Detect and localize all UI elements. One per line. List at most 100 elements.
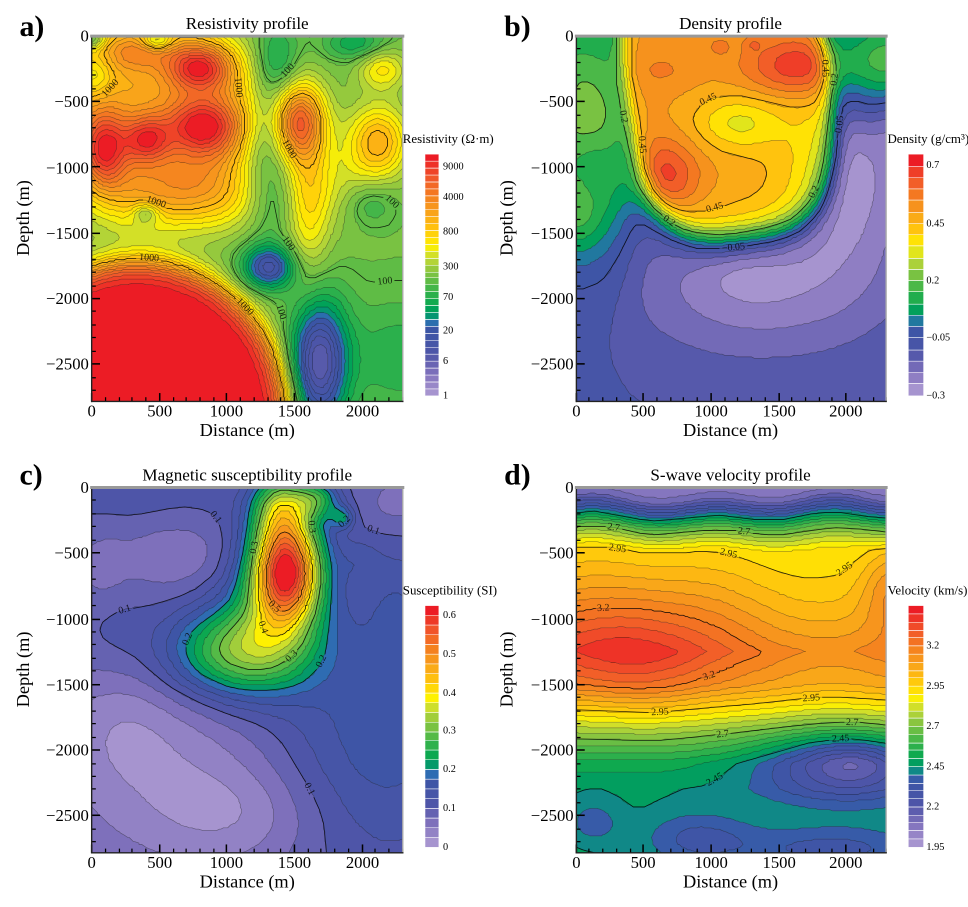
svg-text:1000: 1000 [694, 402, 727, 421]
svg-text:Resistivity (Ω·m): Resistivity (Ω·m) [403, 131, 494, 146]
svg-text:−1000: −1000 [531, 610, 574, 629]
svg-text:−2000: −2000 [531, 289, 574, 308]
svg-text:−0.05: −0.05 [721, 241, 745, 254]
svg-text:0.2: 0.2 [807, 184, 822, 200]
svg-text:−500: −500 [54, 543, 88, 562]
svg-text:0.3: 0.3 [305, 520, 317, 534]
svg-text:0.1: 0.1 [443, 803, 456, 814]
svg-text:0: 0 [572, 402, 580, 421]
svg-text:−500: −500 [539, 543, 573, 562]
svg-text:Velocity (km/s): Velocity (km/s) [888, 582, 968, 597]
svg-text:3.2: 3.2 [701, 669, 716, 684]
svg-text:2000: 2000 [829, 853, 862, 872]
svg-text:0.2: 0.2 [314, 653, 329, 669]
svg-text:0.3: 0.3 [443, 725, 456, 736]
svg-text:0.2: 0.2 [443, 764, 456, 775]
svg-text:Distance (m): Distance (m) [200, 872, 295, 893]
svg-text:0.5: 0.5 [443, 649, 456, 660]
svg-text:0: 0 [572, 853, 580, 872]
svg-text:Depth (m): Depth (m) [13, 632, 34, 708]
svg-text:2.7: 2.7 [926, 721, 939, 732]
svg-text:0: 0 [81, 27, 89, 46]
svg-text:−1500: −1500 [46, 224, 89, 243]
svg-text:c): c) [19, 459, 42, 492]
svg-text:1500: 1500 [278, 402, 311, 421]
svg-text:0.2: 0.2 [926, 275, 939, 286]
svg-text:1.95: 1.95 [926, 842, 944, 853]
svg-text:300: 300 [443, 261, 458, 272]
svg-text:Depth (m): Depth (m) [13, 180, 34, 256]
svg-text:−0.3: −0.3 [926, 391, 945, 402]
svg-text:4000: 4000 [443, 192, 464, 203]
svg-text:500: 500 [631, 402, 656, 421]
svg-text:Density profile: Density profile [679, 14, 782, 33]
svg-text:500: 500 [147, 853, 172, 872]
svg-text:20: 20 [443, 325, 453, 336]
svg-text:−1000: −1000 [46, 610, 89, 629]
svg-text:0.4: 0.4 [256, 619, 271, 634]
svg-text:2.95: 2.95 [926, 681, 944, 692]
svg-text:1000: 1000 [210, 402, 243, 421]
svg-text:0.1: 0.1 [366, 523, 381, 537]
svg-text:Depth (m): Depth (m) [496, 632, 517, 708]
svg-text:0.45: 0.45 [926, 218, 944, 229]
svg-text:9000: 9000 [443, 161, 464, 172]
svg-text:−2500: −2500 [531, 354, 574, 373]
svg-text:1500: 1500 [763, 853, 796, 872]
svg-text:2.95: 2.95 [651, 706, 669, 718]
svg-text:2000: 2000 [346, 402, 379, 421]
svg-text:0: 0 [443, 842, 448, 853]
svg-text:0.2: 0.2 [828, 73, 841, 87]
svg-text:1500: 1500 [763, 402, 796, 421]
svg-text:2.7: 2.7 [737, 525, 751, 537]
svg-text:1000: 1000 [145, 194, 167, 211]
svg-text:6: 6 [443, 356, 448, 367]
svg-text:Distance (m): Distance (m) [683, 420, 778, 441]
svg-text:500: 500 [631, 853, 656, 872]
svg-text:800: 800 [443, 227, 458, 238]
svg-text:2.95: 2.95 [719, 546, 739, 561]
svg-text:2000: 2000 [346, 853, 379, 872]
svg-text:−1500: −1500 [531, 675, 574, 694]
svg-text:−0.05: −0.05 [832, 115, 846, 139]
svg-text:−2500: −2500 [46, 806, 89, 825]
svg-text:0.2: 0.2 [617, 109, 630, 124]
svg-text:−1500: −1500 [531, 224, 574, 243]
svg-text:2.7: 2.7 [606, 521, 620, 534]
svg-text:0: 0 [88, 853, 96, 872]
svg-text:−0.05: −0.05 [926, 332, 950, 343]
svg-text:70: 70 [443, 292, 453, 303]
svg-text:−1000: −1000 [46, 159, 89, 178]
svg-text:0.6: 0.6 [443, 610, 456, 621]
svg-text:3.2: 3.2 [597, 602, 610, 614]
svg-text:500: 500 [147, 402, 172, 421]
svg-text:−2000: −2000 [46, 289, 89, 308]
svg-text:2.45: 2.45 [926, 761, 944, 772]
svg-text:−500: −500 [539, 92, 573, 111]
svg-text:0: 0 [565, 478, 573, 497]
svg-text:0.45: 0.45 [636, 136, 648, 154]
svg-text:Distance (m): Distance (m) [200, 420, 295, 441]
svg-text:0: 0 [88, 402, 96, 421]
svg-text:0.7: 0.7 [926, 160, 939, 171]
svg-text:0.45: 0.45 [819, 59, 831, 77]
svg-text:1: 1 [443, 391, 448, 402]
svg-text:−2000: −2000 [46, 741, 89, 760]
svg-text:Magnetic susceptibility profil: Magnetic susceptibility profile [142, 466, 352, 485]
svg-text:−2000: −2000 [531, 741, 574, 760]
svg-text:Density (g/cm³): Density (g/cm³) [888, 131, 968, 146]
svg-text:0.4: 0.4 [443, 688, 456, 699]
svg-text:0.45: 0.45 [705, 200, 725, 215]
svg-text:Depth (m): Depth (m) [496, 180, 517, 256]
svg-text:−1000: −1000 [531, 159, 574, 178]
svg-text:0.1: 0.1 [302, 781, 318, 797]
svg-text:0.3: 0.3 [248, 540, 261, 555]
svg-text:0.2: 0.2 [180, 631, 195, 647]
svg-text:100: 100 [377, 275, 393, 288]
svg-text:−500: −500 [54, 92, 88, 111]
svg-text:0: 0 [565, 27, 573, 46]
svg-text:Susceptibility (SI): Susceptibility (SI) [403, 582, 497, 597]
svg-text:0: 0 [81, 478, 89, 497]
svg-text:2000: 2000 [829, 402, 862, 421]
svg-text:2.7: 2.7 [846, 717, 859, 728]
